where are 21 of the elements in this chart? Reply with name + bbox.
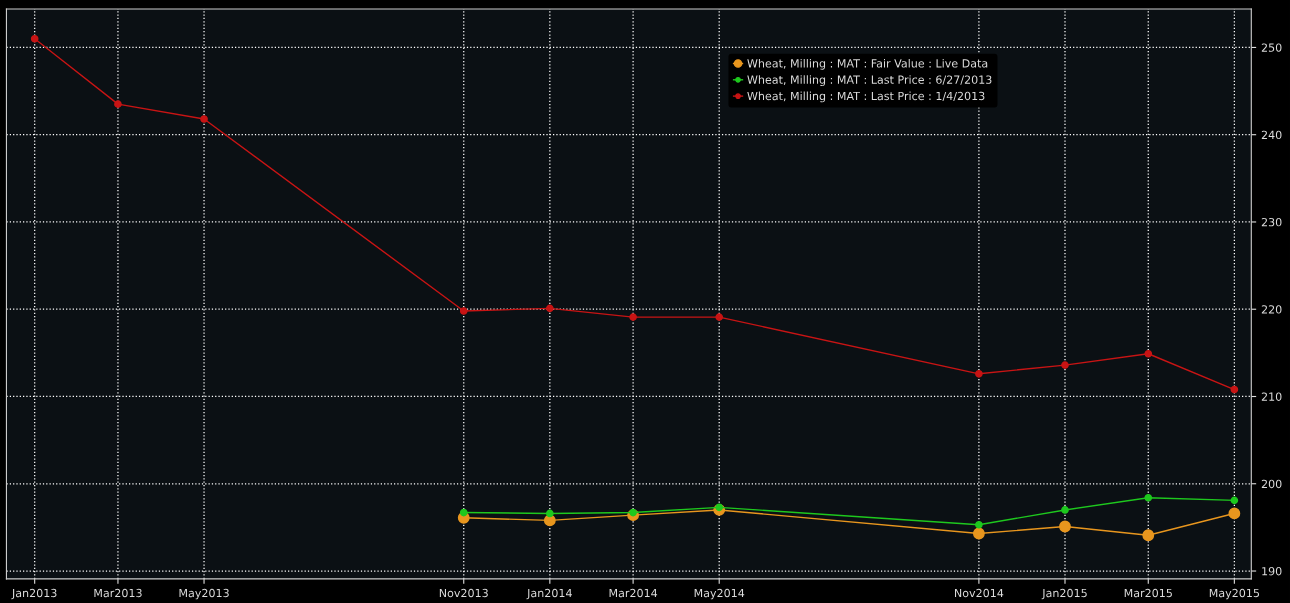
x-tick-label: Jan2013 — [11, 588, 57, 600]
x-tick-label: May2014 — [694, 588, 745, 600]
y-tick-label: 210 — [1261, 392, 1282, 401]
x-tick-label: Nov2014 — [955, 588, 1004, 598]
x-tick-label: May2015 — [1209, 588, 1260, 600]
legend-label: Wheat, Milling : MAT : Last Price : 1/4/2013 — [747, 91, 985, 103]
y-tick-label: 240 — [1261, 130, 1282, 140]
y-tick-label: 230 — [1261, 217, 1282, 227]
x-tick-label: Nov2013 — [439, 588, 488, 598]
legend-label: Wheat, Milling : MAT : Last Price : 6/27/2013 — [747, 75, 992, 86]
legend-label: Wheat, Milling : MAT : Fair Value : Live Data — [747, 58, 988, 70]
x-tick-label: Mar2014 — [609, 588, 658, 598]
x-tick-label: May2013 — [179, 588, 229, 600]
x-tick-label: Mar2013 — [94, 588, 142, 598]
y-tick-label: 190 — [1262, 567, 1282, 576]
y-tick-label: 250 — [1261, 43, 1282, 52]
y-tick-label: 220 — [1261, 305, 1282, 314]
x-tick-label: Mar2015 — [1124, 588, 1172, 598]
x-tick-label: Jan2015 — [1041, 588, 1087, 600]
y-tick-label: 200 — [1261, 479, 1282, 489]
x-tick-label: Jan2014 — [526, 588, 572, 600]
